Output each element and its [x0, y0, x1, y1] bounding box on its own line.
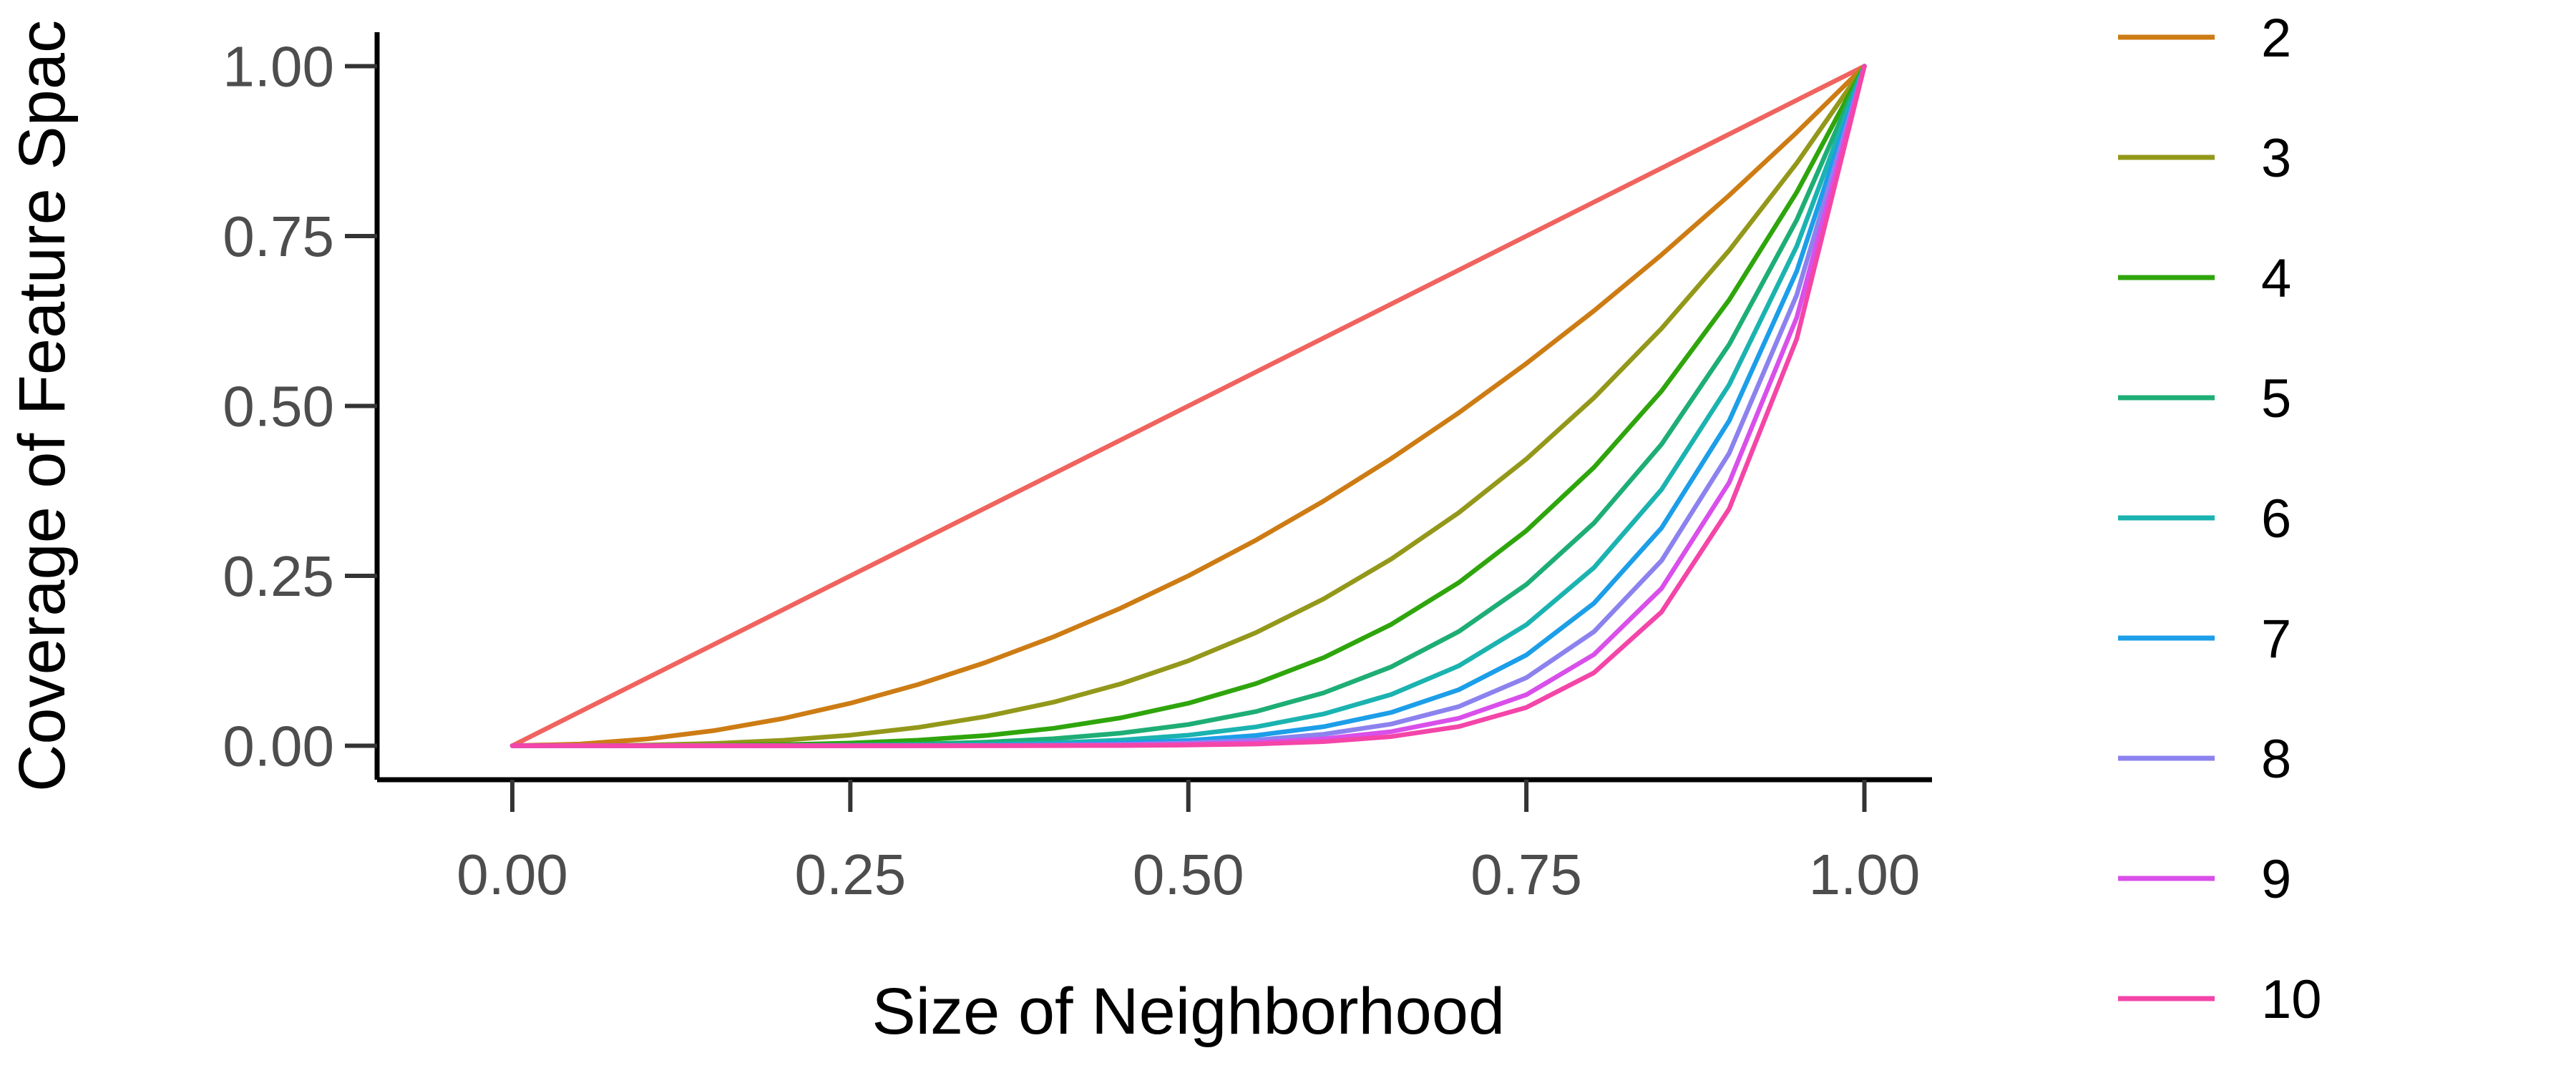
series-line-3	[509, 64, 1867, 748]
x-tick-label: 0.50	[1133, 843, 1244, 906]
series-line-2	[509, 64, 1867, 748]
legend-label: 10	[2261, 969, 2322, 1030]
y-tick-label: 0.50	[223, 375, 334, 438]
legend-label: 4	[2261, 248, 2291, 309]
series-line-10	[509, 64, 1867, 748]
legend-label: 5	[2261, 368, 2291, 429]
x-axis-title: Size of Neighborhood	[872, 975, 1505, 1048]
legend-label: 3	[2261, 128, 2291, 189]
legend: 2 3 4 5 6 7 8 9 10	[2118, 8, 2322, 1030]
y-tick-label: 0.75	[223, 205, 334, 268]
y-tick-label: 0.00	[223, 715, 334, 778]
legend-label: 9	[2261, 849, 2291, 910]
legend-label: 2	[2261, 8, 2291, 69]
y-tick-label: 1.00	[223, 35, 334, 99]
x-tick-label: 0.00	[457, 843, 568, 906]
legend-label: 6	[2261, 489, 2291, 549]
legend-label: 7	[2261, 609, 2291, 670]
legend-label: 8	[2261, 729, 2291, 790]
x-axis-ticks: 0.00 0.25 0.50 0.75 1.00	[457, 780, 1920, 906]
series-layer	[509, 64, 1867, 748]
y-axis-title: Coverage of Feature Spac	[6, 20, 79, 792]
x-tick-label: 0.75	[1470, 843, 1582, 906]
y-tick-label: 0.25	[223, 544, 334, 608]
series-line-unnamed	[509, 64, 1867, 748]
x-tick-label: 0.25	[794, 843, 906, 906]
y-axis-ticks: 0.00 0.25 0.50 0.75 1.00	[223, 35, 377, 778]
x-tick-label: 1.00	[1809, 843, 1921, 906]
